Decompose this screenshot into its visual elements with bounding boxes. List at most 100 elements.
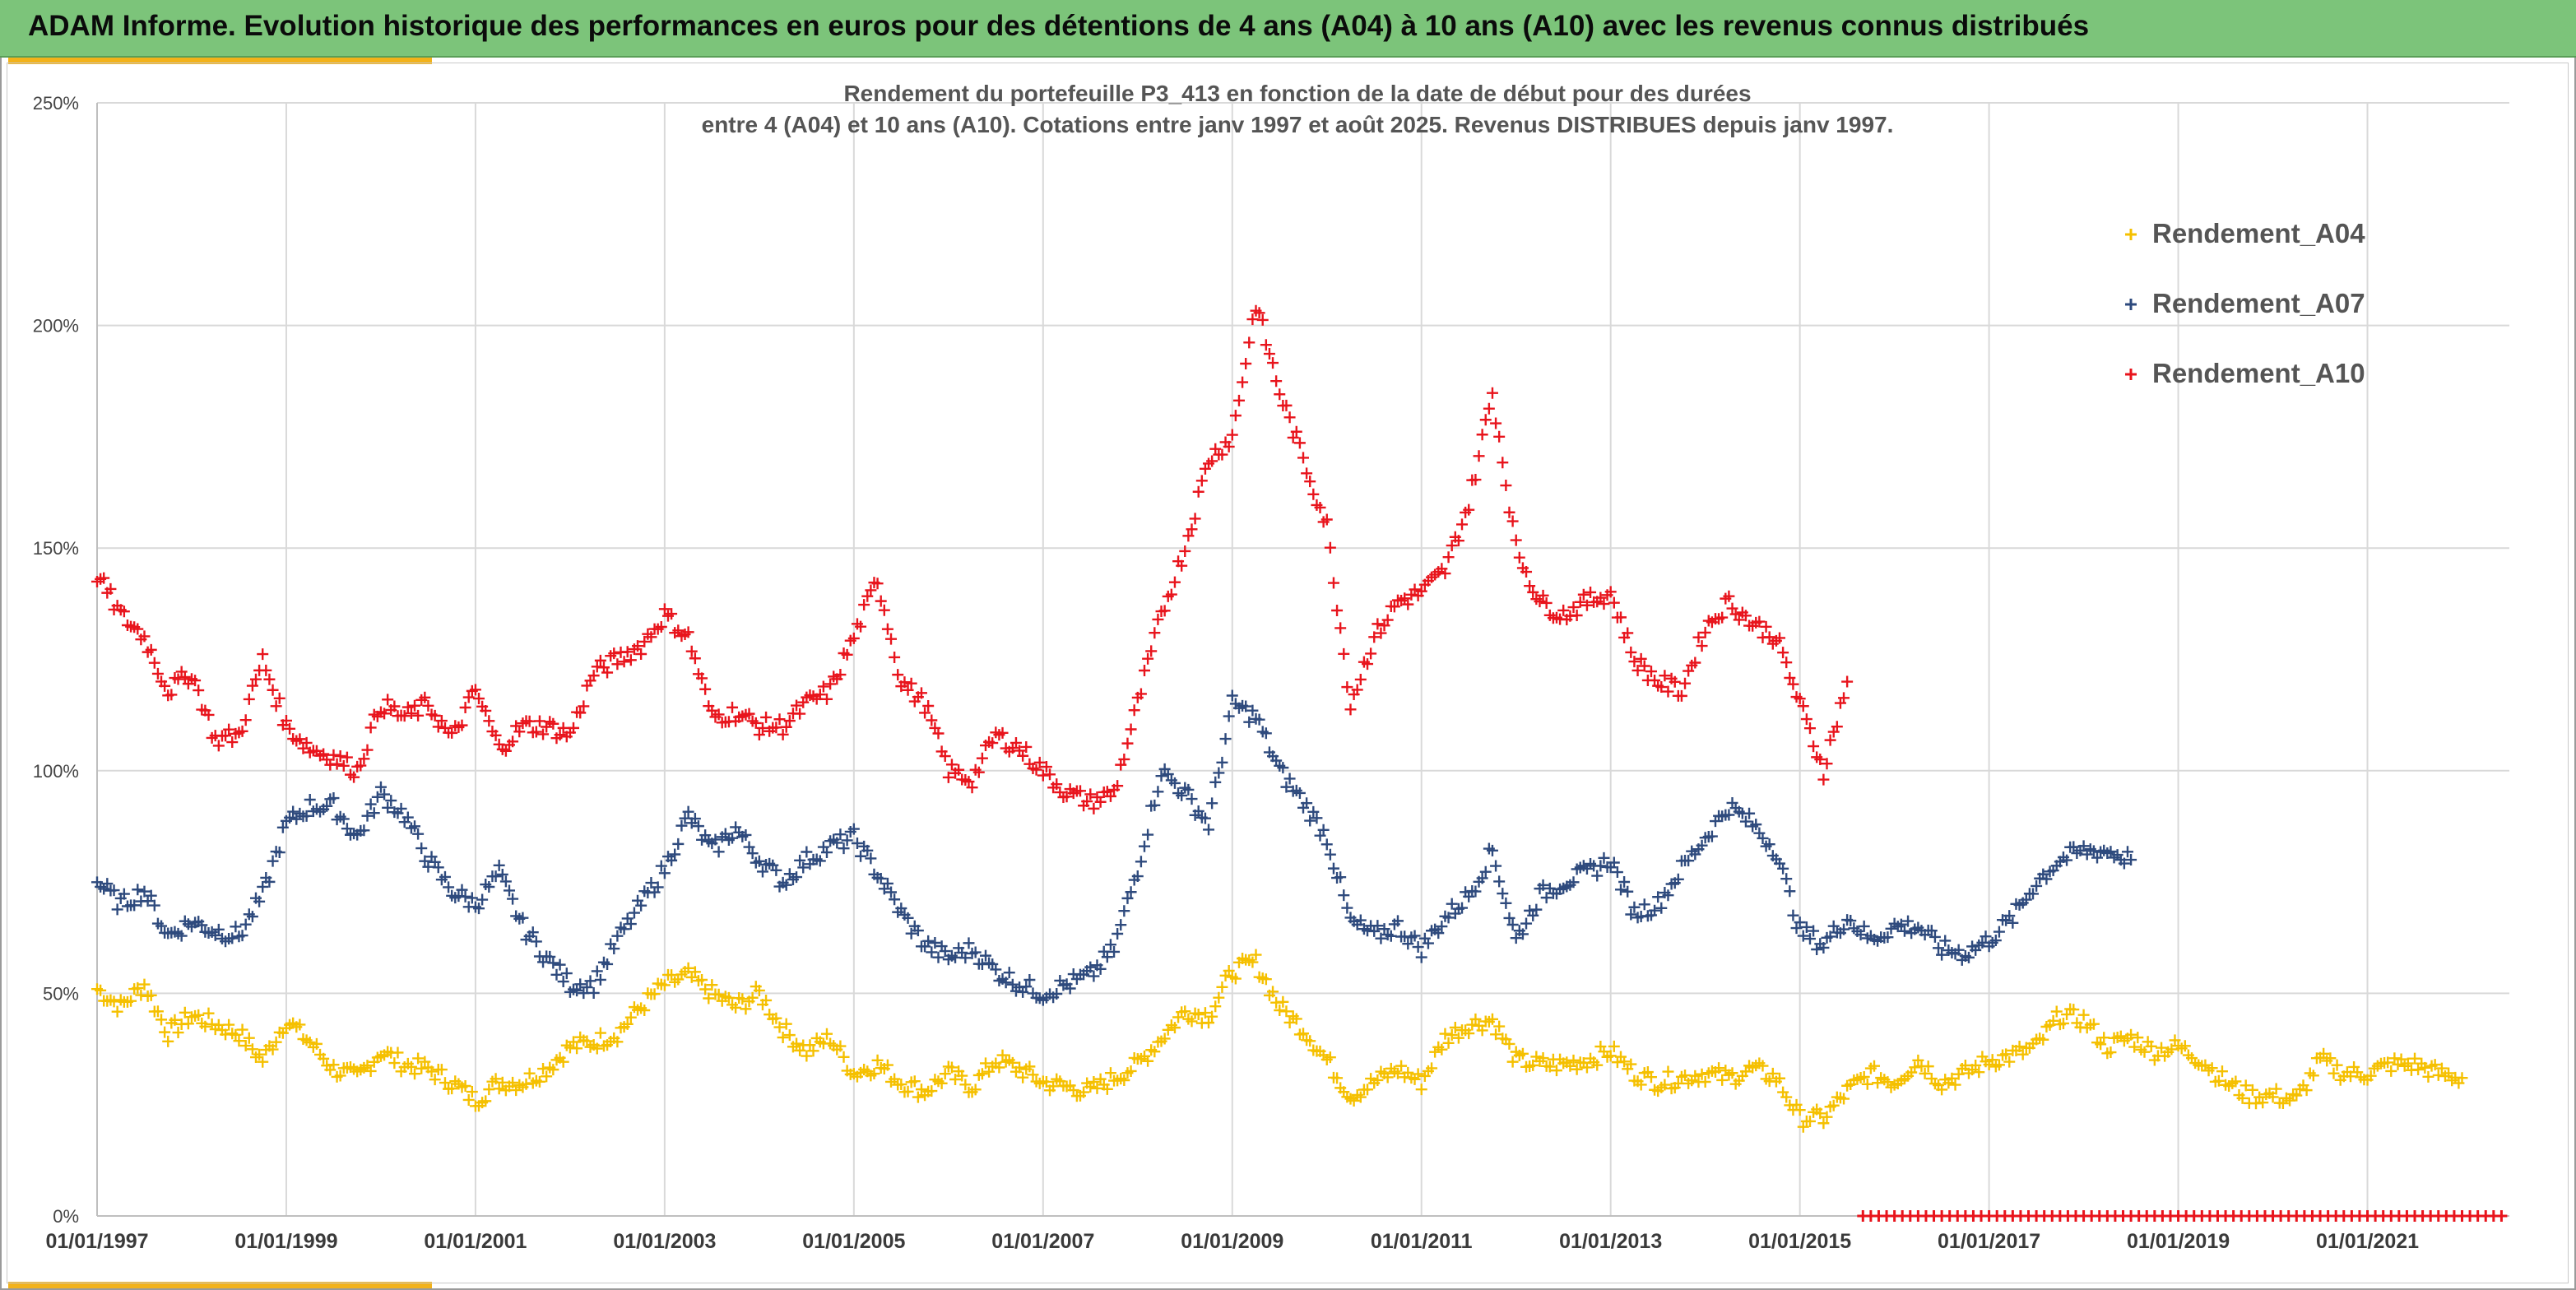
data-point [1280, 1005, 1293, 1018]
data-point [1223, 964, 1235, 977]
data-point [699, 983, 712, 995]
data-point [1817, 1117, 1830, 1130]
data-point [1121, 892, 1134, 904]
data-point [1003, 967, 1015, 979]
data-point [1320, 838, 1333, 851]
data-point [429, 709, 441, 722]
data-point [1327, 862, 1339, 875]
data-point [885, 633, 898, 645]
data-point [2395, 1053, 2407, 1065]
data-point [760, 994, 773, 1006]
data-point [594, 1027, 606, 1039]
data-point [270, 1036, 282, 1048]
data-point [1149, 1046, 1161, 1058]
data-point [1713, 1062, 1725, 1074]
data-point [1223, 440, 1235, 452]
data-point [159, 680, 171, 692]
data-point [696, 973, 708, 986]
data-point [706, 979, 718, 991]
data-point [794, 854, 806, 866]
data-point [895, 903, 907, 915]
data-point [1567, 601, 1580, 614]
data-point [1229, 410, 1242, 422]
data-point [1585, 586, 1597, 598]
data-point [2020, 893, 2032, 906]
data-point [230, 921, 242, 933]
data-point [611, 658, 624, 671]
data-point [801, 846, 813, 858]
data-point [868, 1068, 880, 1080]
data-point [128, 899, 141, 912]
data-point [1925, 925, 1938, 937]
data-point [1311, 812, 1323, 824]
data-point [1027, 1069, 1039, 1081]
data-point [1933, 942, 1945, 954]
data-point [1064, 982, 1076, 995]
data-point [1274, 388, 1286, 401]
data-point [1909, 1061, 1921, 1074]
data-point [838, 842, 850, 855]
data-point [783, 1029, 796, 1042]
data-point [1226, 689, 1238, 702]
data-point [1301, 797, 1313, 810]
data-point [801, 1050, 813, 1062]
data-point [865, 852, 877, 865]
data-point [530, 935, 542, 948]
data-point [2050, 1005, 2063, 1018]
data-point [2270, 1083, 2282, 1095]
data-point [1766, 1067, 1779, 1079]
data-point [257, 1056, 269, 1068]
data-point [2037, 1033, 2049, 1046]
data-point [1287, 431, 1299, 443]
data-point [1604, 1050, 1617, 1062]
data-point [1622, 885, 1634, 898]
data-point [628, 907, 640, 919]
data-point [132, 623, 144, 635]
data-point [1192, 1009, 1204, 1021]
data-point [1959, 1059, 1971, 1071]
data-point [348, 771, 360, 783]
data-point [780, 879, 792, 891]
data-point [1446, 1028, 1458, 1041]
data-point [591, 965, 603, 977]
data-point [1520, 917, 1533, 930]
data-point [1739, 815, 1752, 828]
data-point [135, 989, 147, 1001]
data-point [1023, 973, 1036, 986]
data-point [1655, 681, 1668, 694]
x-tick-label: 01/01/2001 [424, 1230, 527, 1253]
data-point [1189, 513, 1201, 525]
x-tick-label: 01/01/2015 [1748, 1230, 1851, 1253]
data-point [364, 798, 377, 810]
data-point [1372, 1074, 1384, 1086]
data-point [770, 722, 782, 734]
data-point [1125, 886, 1137, 898]
data-point [537, 728, 550, 740]
data-point [101, 878, 114, 890]
data-point [871, 578, 884, 590]
data-point [300, 810, 313, 822]
data-point [392, 1046, 404, 1059]
data-point [1598, 851, 1610, 864]
data-point [273, 847, 285, 859]
data-point [118, 888, 130, 900]
data-point [1516, 928, 1529, 940]
data-point [2328, 1067, 2340, 1079]
data-point [568, 1036, 580, 1048]
data-point [1980, 930, 1992, 943]
data-point [1800, 713, 1812, 726]
data-point [287, 805, 299, 818]
data-point [608, 647, 620, 660]
data-point [1534, 596, 1546, 608]
data-point [1800, 921, 1812, 933]
data-point [439, 870, 451, 883]
data-point [1952, 944, 1965, 956]
data-point [1516, 1047, 1529, 1060]
data-point [1010, 736, 1022, 749]
data-point [581, 981, 593, 994]
data-point [1912, 1054, 1924, 1066]
data-point [1047, 1080, 1060, 1093]
data-point [2118, 857, 2130, 870]
data-point [334, 750, 346, 763]
